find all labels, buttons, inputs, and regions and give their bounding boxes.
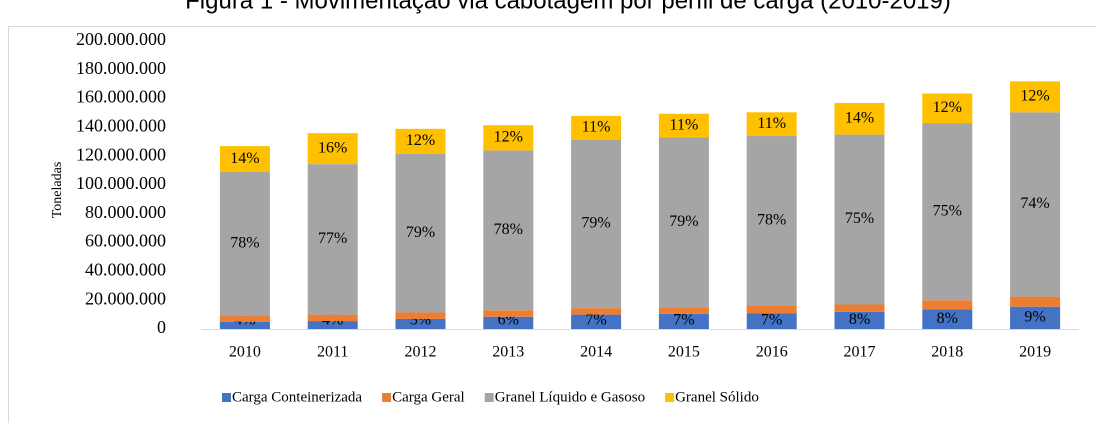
- chart-title: Figura 1 - Movimentação via cabotagem po…: [185, 0, 951, 14]
- bar-segment: [1010, 112, 1061, 297]
- bar-segment: [219, 316, 270, 322]
- x-tick-label: 2019: [1019, 344, 1051, 361]
- bar-segment: [395, 128, 446, 155]
- legend-swatch: [665, 393, 675, 402]
- bar-segment: [658, 313, 709, 329]
- bar-segment: [834, 134, 885, 305]
- bar-segment: [219, 172, 270, 317]
- bar-segment: [395, 318, 446, 329]
- bar-segment: [746, 112, 797, 137]
- data-label: 77%: [318, 230, 347, 247]
- data-label: 79%: [406, 224, 435, 241]
- bar-segment: [1010, 306, 1061, 329]
- bar-segment: [219, 146, 270, 173]
- bar-segment: [571, 115, 622, 140]
- y-tick-label: 60.000.000: [85, 231, 166, 251]
- x-tick-label: 2018: [931, 344, 963, 361]
- y-tick-label: 180.000.000: [76, 58, 166, 78]
- legend-label: Granel Líquido e Gasoso: [495, 389, 645, 405]
- x-tick-label: 2015: [668, 344, 700, 361]
- bar-segment: [483, 150, 534, 311]
- y-tick-label: 200.000.000: [76, 29, 166, 49]
- bar-segment: [483, 316, 534, 329]
- bar-segment: [746, 313, 797, 329]
- bar-segment: [658, 113, 709, 138]
- bar-segment: [746, 136, 797, 306]
- bar-segment: [571, 139, 622, 309]
- data-label: 79%: [581, 215, 610, 232]
- data-label: 11%: [757, 115, 786, 132]
- data-label: 12%: [494, 129, 523, 146]
- x-tick-label: 2016: [756, 344, 788, 361]
- x-tick-label: 2014: [580, 344, 612, 361]
- legend-swatch: [484, 393, 494, 402]
- bar-segment: [746, 305, 797, 314]
- legend-label: Carga Conteinerizada: [232, 389, 362, 405]
- data-label: 74%: [1020, 195, 1049, 212]
- y-tick-label: 120.000.000: [76, 144, 166, 164]
- bar-segment: [395, 312, 446, 319]
- bar-segment: [1010, 81, 1061, 113]
- y-axis-label: Toneladas: [50, 162, 65, 219]
- data-label: 8%: [849, 311, 870, 328]
- bar-segment: [395, 154, 446, 313]
- data-label: 8%: [937, 310, 958, 327]
- bar-segment: [571, 308, 622, 315]
- data-label: 75%: [933, 202, 962, 219]
- data-label: 75%: [845, 210, 874, 227]
- bar-segment: [307, 321, 358, 329]
- data-label: 12%: [933, 99, 962, 116]
- x-tick-label: 2012: [405, 344, 437, 361]
- bar-segment: [922, 93, 973, 124]
- legend-label: Carga Geral: [392, 389, 465, 405]
- x-tick-label: 2010: [229, 344, 261, 361]
- data-label: 12%: [406, 132, 435, 149]
- data-label: 14%: [230, 150, 259, 167]
- bar-segment: [483, 125, 534, 151]
- data-label: 12%: [1020, 87, 1049, 104]
- data-label: 7%: [673, 312, 694, 329]
- bar-segment: [922, 300, 973, 310]
- bar-segment: [307, 164, 358, 315]
- data-label: 16%: [318, 139, 347, 156]
- bar-segment: [658, 137, 709, 308]
- data-label: 9%: [1024, 309, 1045, 326]
- legend-swatch: [222, 393, 231, 402]
- y-tick-label: 160.000.000: [76, 87, 166, 107]
- y-tick-label: 20.000.000: [85, 288, 166, 308]
- bar-segment: [834, 311, 885, 329]
- bar-segment: [307, 133, 358, 165]
- data-label: 11%: [582, 118, 611, 135]
- bar-segment: [483, 310, 534, 317]
- x-tick-label: 2017: [844, 344, 876, 361]
- y-tick-label: 140.000.000: [76, 116, 166, 136]
- legend-label: Granel Sólido: [675, 389, 759, 405]
- data-label: 14%: [845, 109, 874, 126]
- bar-segment: [219, 321, 270, 329]
- x-tick-label: 2011: [317, 344, 348, 361]
- bar-segment: [307, 314, 358, 322]
- data-label: 79%: [669, 213, 698, 230]
- data-label: 7%: [585, 312, 606, 329]
- bar-segment: [1010, 296, 1061, 307]
- bar-segment: [922, 309, 973, 329]
- data-label: 78%: [757, 211, 786, 228]
- y-tick-label: 40.000.000: [85, 260, 166, 280]
- data-label: 78%: [494, 221, 523, 238]
- bar-segment: [658, 307, 709, 314]
- bar-segment: [834, 102, 885, 135]
- y-tick-label: 100.000.000: [76, 173, 166, 193]
- bar-segment: [834, 304, 885, 312]
- bar-segment: [922, 123, 973, 301]
- x-tick-label: 2013: [492, 344, 524, 361]
- data-label: 78%: [230, 235, 259, 252]
- y-tick-label: 80.000.000: [85, 202, 166, 222]
- bar-segment: [571, 314, 622, 329]
- data-label: 11%: [670, 116, 699, 133]
- data-label: 7%: [761, 312, 782, 329]
- y-tick-label: 0: [157, 317, 166, 337]
- legend-swatch: [382, 393, 392, 402]
